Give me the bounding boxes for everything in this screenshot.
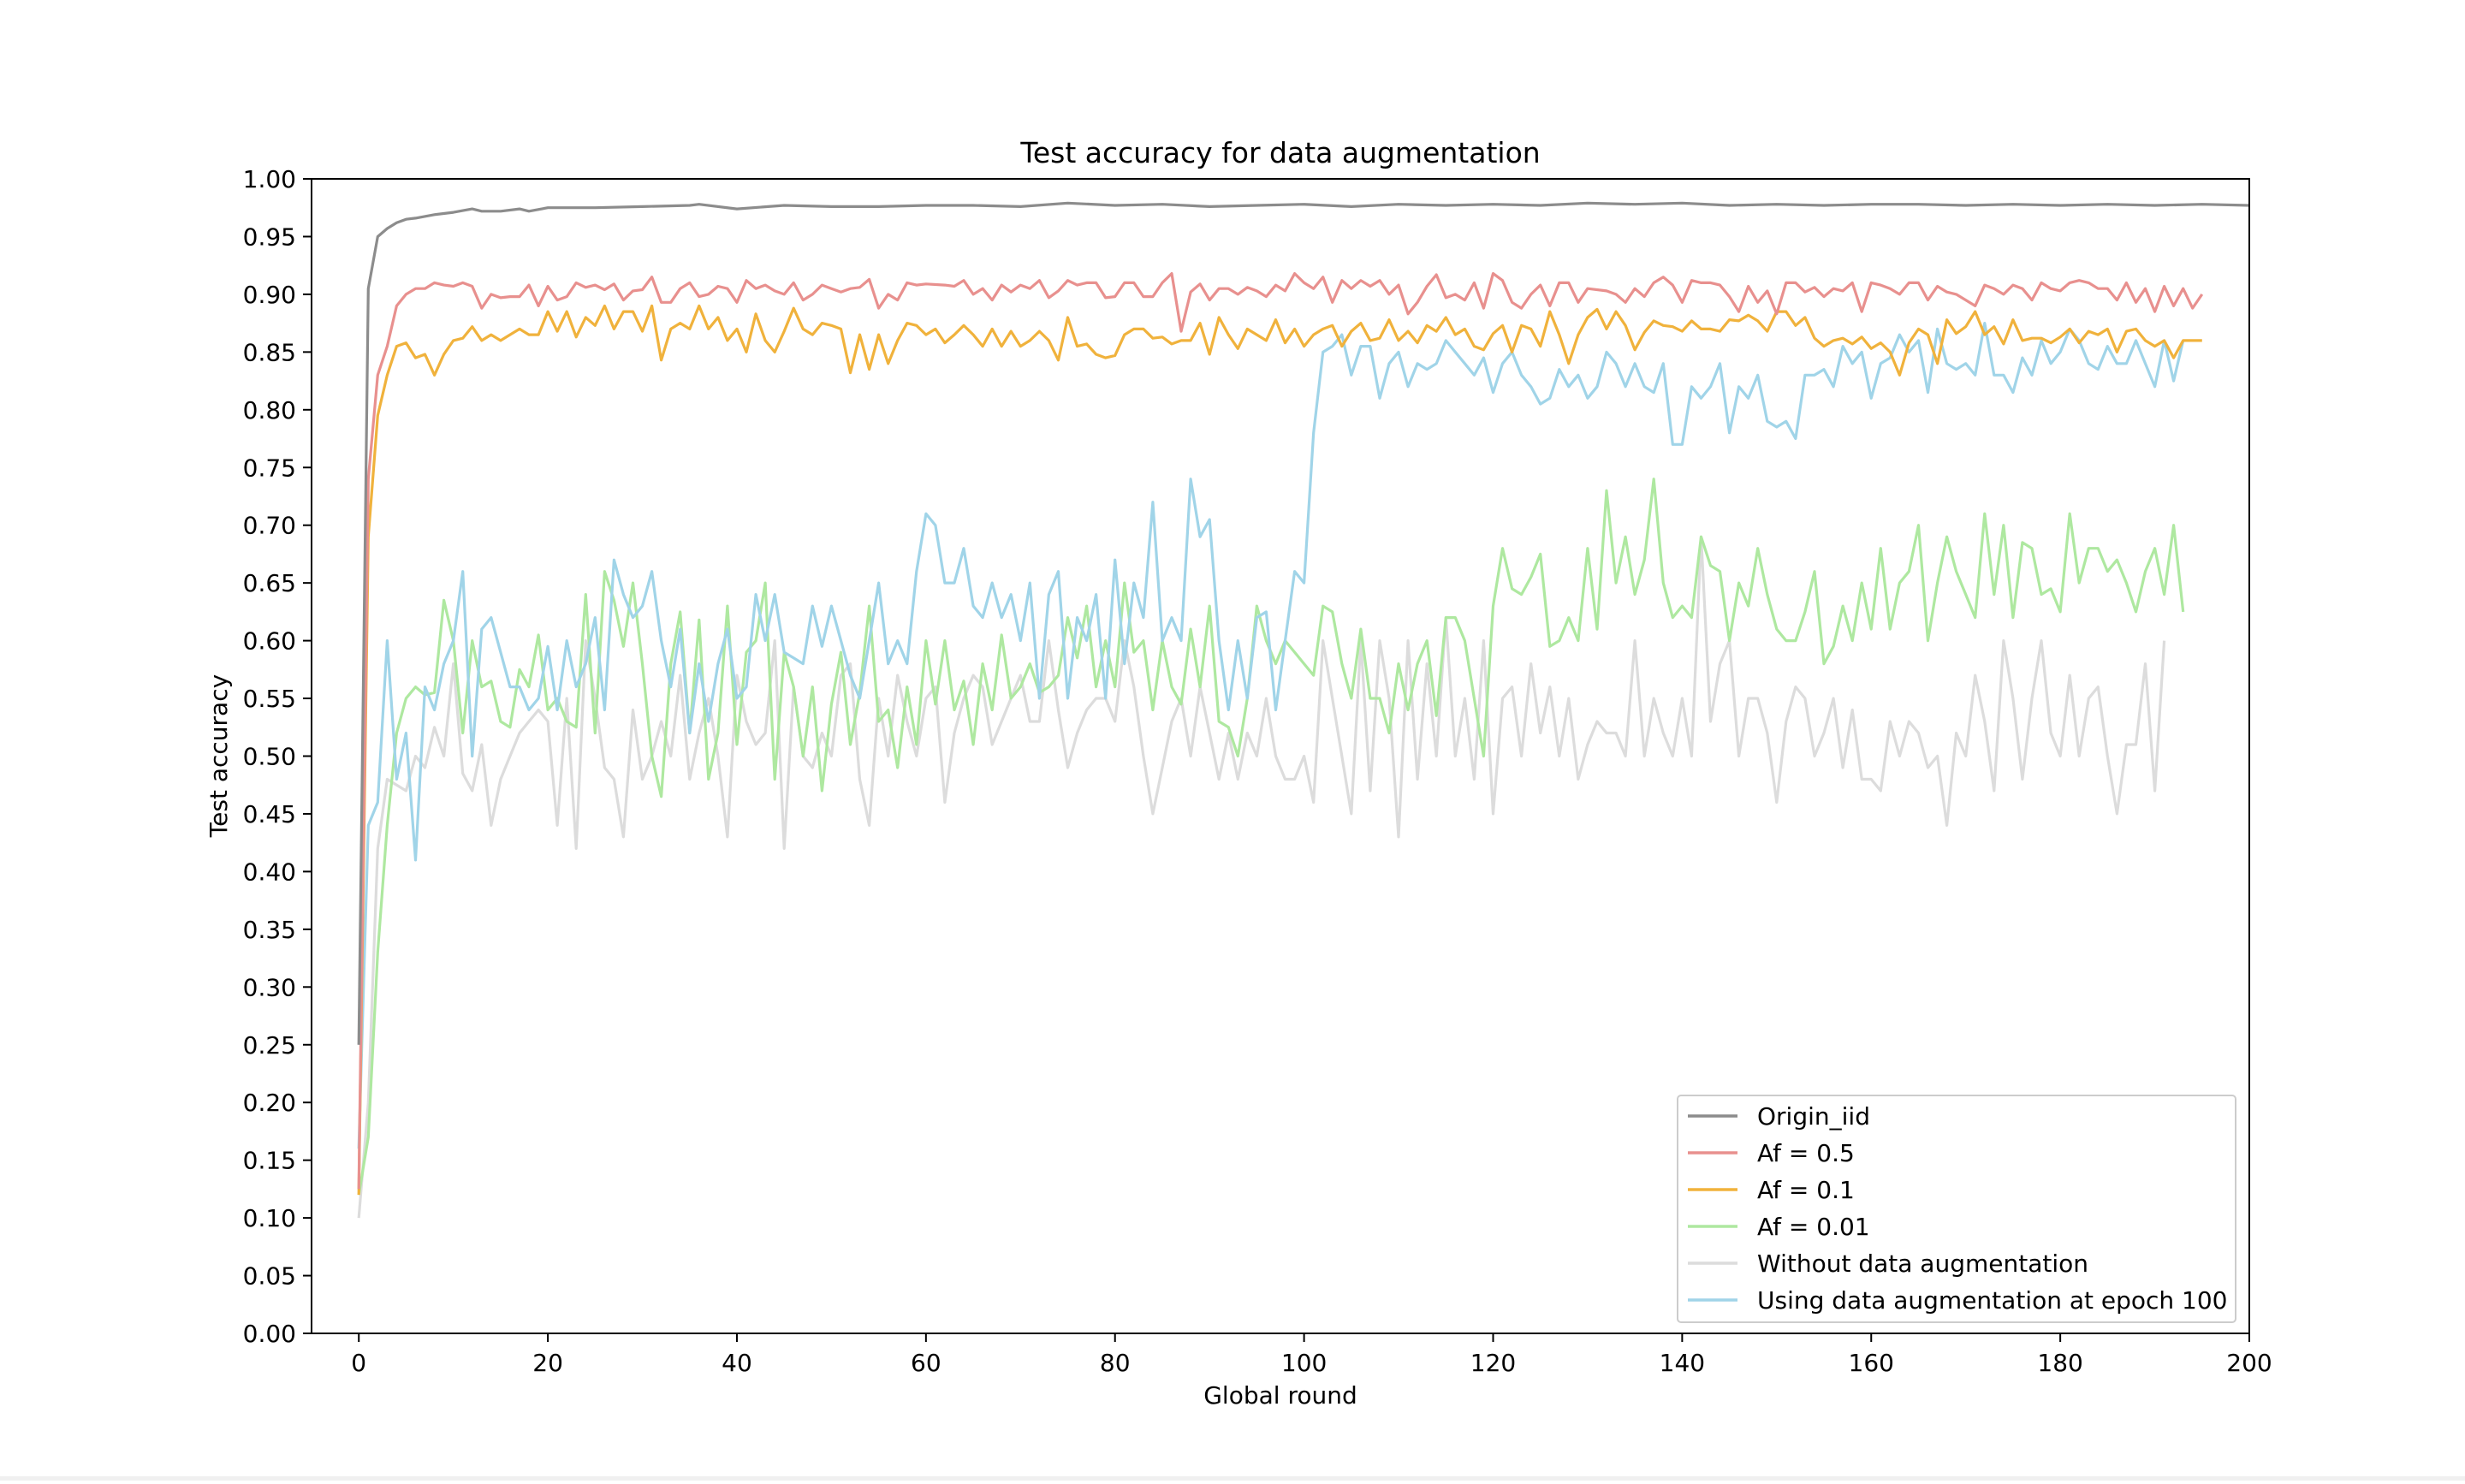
y-tick-label: 0.10 [243, 1204, 296, 1232]
y-tick-label: 0.75 [243, 454, 296, 482]
x-tick-label: 140 [1660, 1349, 1705, 1377]
y-axis-label: Test accuracy [205, 674, 233, 838]
y-tick-label: 0.40 [243, 858, 296, 886]
legend-label: Af = 0.5 [1757, 1139, 1855, 1167]
series-line-3 [357, 478, 2185, 1196]
y-axis: 0.00 0.05 0.10 0.15 0.20 0.25 0.30 0.35 0.40 0.45… [243, 165, 312, 1348]
x-tick-label: 60 [911, 1349, 941, 1377]
legend-label: Without data augmentation [1757, 1250, 2088, 1278]
y-tick-label: 0.30 [243, 973, 296, 1001]
x-tick-label: 100 [1281, 1349, 1327, 1377]
series-line-4 [357, 535, 2166, 1219]
x-tick-label: 200 [2226, 1349, 2272, 1377]
y-tick-label: 0.55 [243, 685, 296, 713]
legend-frame [1677, 1095, 2236, 1323]
legend-label: Af = 0.1 [1757, 1176, 1855, 1204]
x-tick-label: 80 [1100, 1349, 1131, 1377]
x-axis: 0 20 40 60 80 100 120 140 160 180 200 [351, 1333, 2272, 1377]
legend-label: Using data augmentation at epoch 100 [1757, 1286, 2228, 1315]
series-line-2 [357, 304, 2202, 1196]
legend-items: Origin_iid Af = 0.5 Af = 0.1 Af = 0.01 Witho… [1688, 1102, 2228, 1315]
y-tick-label: 0.35 [243, 916, 296, 944]
y-tick-label: 0.65 [243, 569, 296, 597]
x-tick-label: 20 [532, 1349, 563, 1377]
y-tick-label: 0.95 [243, 223, 296, 251]
x-tick-label: 160 [1849, 1349, 1894, 1377]
legend: Origin_iid Af = 0.5 Af = 0.1 Af = 0.01 Witho… [1677, 1095, 2236, 1323]
y-tick-label: 0.60 [243, 627, 296, 656]
x-tick-label: 120 [1470, 1349, 1516, 1377]
x-axis-label: Global round [1203, 1381, 1357, 1410]
y-tick-label: 0.70 [243, 512, 296, 540]
chart-title: Test accuracy for data augmentation [1019, 136, 1540, 169]
legend-label: Origin_iid [1757, 1102, 1870, 1131]
y-tick-label: 0.85 [243, 338, 296, 366]
legend-label: Af = 0.01 [1757, 1213, 1870, 1241]
y-tick-label: 0.25 [243, 1031, 296, 1060]
y-tick-label: 0.50 [243, 743, 296, 771]
window-bottom-strip [0, 1476, 2465, 1481]
y-tick-label: 0.00 [243, 1320, 296, 1348]
y-tick-label: 0.20 [243, 1089, 296, 1117]
y-tick-label: 1.00 [243, 165, 296, 193]
x-tick-label: 180 [2037, 1349, 2082, 1377]
y-tick-label: 0.45 [243, 800, 296, 828]
y-tick-label: 0.15 [243, 1147, 296, 1175]
y-tick-label: 0.90 [243, 281, 296, 309]
series-line-5 [357, 322, 2185, 1149]
x-tick-label: 0 [351, 1349, 366, 1377]
x-tick-label: 40 [722, 1349, 752, 1377]
series-line-1 [357, 272, 2204, 1190]
series-layer [357, 201, 2250, 1219]
series-line-0 [357, 201, 2250, 1045]
y-tick-label: 0.05 [243, 1262, 296, 1291]
y-tick-label: 0.80 [243, 396, 296, 424]
